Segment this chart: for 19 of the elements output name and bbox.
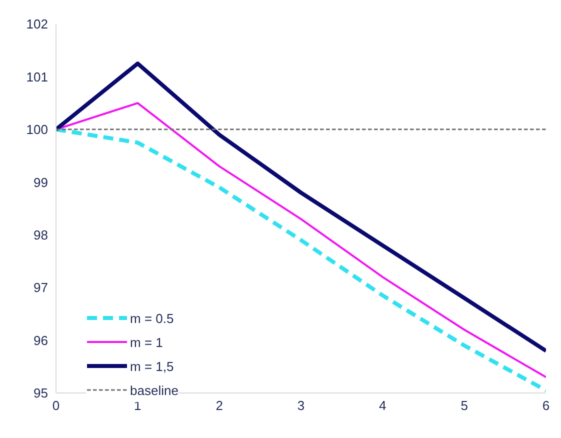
- y-tick-label: 96: [34, 332, 48, 348]
- y-tick-label: 98: [34, 227, 48, 242]
- y-tick-label: 99: [34, 174, 48, 190]
- legend-label: m = 0.5: [130, 310, 174, 326]
- y-tick-label: 102: [26, 16, 48, 32]
- x-tick-label: 4: [379, 398, 386, 414]
- y-tick-label: 101: [26, 69, 48, 84]
- y-tick-label: 97: [34, 280, 48, 296]
- legend-label: m = 1,5: [130, 358, 174, 374]
- x-tick-label: 0: [52, 398, 60, 414]
- legend-label: m = 1: [130, 334, 163, 350]
- x-tick-label: 5: [460, 398, 468, 414]
- line-series: [56, 62, 546, 353]
- x-tick-label: 2: [216, 398, 223, 414]
- legend-label: baseline: [130, 382, 178, 398]
- y-tick-label: 100: [26, 122, 48, 138]
- y-tick-label: 95: [34, 386, 48, 401]
- x-tick-label: 3: [297, 398, 305, 414]
- x-tick-label: 6: [542, 398, 550, 414]
